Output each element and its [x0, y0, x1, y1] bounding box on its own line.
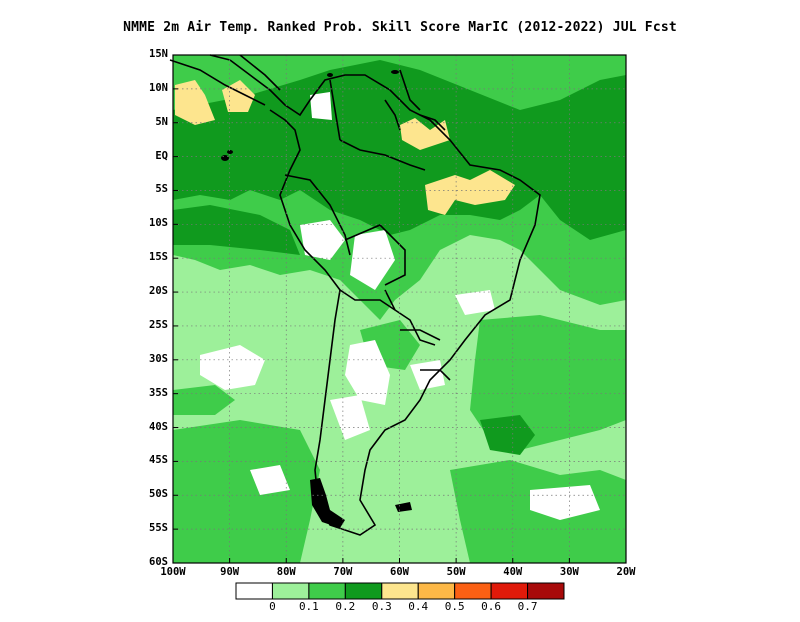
- lon-label: 70W: [333, 566, 353, 578]
- coastline: [169, 54, 541, 536]
- lon-label: 100W: [160, 566, 186, 578]
- colorbar-label: 0.7: [517, 600, 538, 613]
- field-white: [345, 340, 390, 405]
- colorbar-swatch: [308, 582, 346, 600]
- lon-label: 50W: [446, 566, 466, 578]
- lat-label: 55S: [149, 522, 168, 535]
- colorbar-label: 0: [269, 600, 276, 613]
- lon-label: 30W: [559, 566, 579, 578]
- colorbar-swatch: [381, 582, 419, 600]
- field-medium-green: [173, 420, 320, 563]
- field-medium-green: [173, 385, 235, 415]
- lat-label: 15S: [149, 251, 168, 264]
- lat-label: 50S: [149, 488, 168, 501]
- lat-label: 20S: [149, 285, 168, 298]
- field-white: [300, 220, 345, 260]
- colorbar-swatch: [417, 582, 456, 600]
- lat-label: 10S: [149, 217, 168, 230]
- lat-label: 15N: [149, 48, 168, 60]
- field-yellow: [400, 118, 450, 150]
- colorbar-label: 0.6: [481, 600, 502, 613]
- lon-label: 60W: [390, 566, 409, 578]
- field-yellow: [175, 80, 215, 125]
- field-white: [250, 465, 290, 495]
- colorbar-swatch: [344, 582, 383, 600]
- colorbar-swatch: [235, 582, 273, 600]
- lat-label: 35S: [149, 386, 168, 399]
- colorbar-label: 0.2: [335, 600, 356, 613]
- lon-label: 90W: [220, 566, 240, 578]
- lat-label: 5S: [155, 183, 168, 196]
- colorbar-swatch: [454, 582, 492, 600]
- colorbar-label: 0.3: [371, 600, 392, 613]
- field-white: [330, 395, 370, 440]
- grid-lines: [173, 55, 626, 563]
- field-yellow: [425, 170, 515, 215]
- lon-label: 40W: [503, 566, 523, 578]
- colorbar-swatch: [271, 582, 310, 600]
- field-dark-green: [173, 205, 300, 255]
- colorbar-label: 0.1: [298, 600, 319, 613]
- map-title: NMME 2m Air Temp. Ranked Prob. Skill Sco…: [123, 20, 677, 35]
- lat-label: 60S: [149, 556, 168, 568]
- lat-label: 40S: [149, 420, 168, 433]
- colorbar-label: 0.5: [444, 600, 465, 613]
- field-white: [350, 230, 395, 290]
- tick-marks: [172, 54, 627, 564]
- lat-label: 45S: [149, 454, 168, 467]
- lat-label: EQ: [155, 149, 168, 162]
- lat-label: 25S: [149, 318, 168, 331]
- field-medium-green: [470, 315, 626, 450]
- field-white: [455, 290, 495, 315]
- field-white: [310, 92, 332, 120]
- lat-label: 30S: [149, 352, 168, 365]
- colorbar-label: 0.4: [408, 600, 429, 613]
- field-white: [530, 485, 600, 520]
- field-white: [200, 345, 265, 390]
- lat-label: 10N: [149, 81, 168, 94]
- lon-label: 20W: [616, 566, 636, 578]
- field-dark-green: [480, 415, 535, 455]
- colorbar-swatch: [527, 582, 565, 600]
- lon-label: 80W: [276, 566, 296, 578]
- lat-label: 5N: [155, 115, 168, 128]
- colorbar-swatch: [490, 582, 529, 600]
- field-white: [410, 360, 445, 390]
